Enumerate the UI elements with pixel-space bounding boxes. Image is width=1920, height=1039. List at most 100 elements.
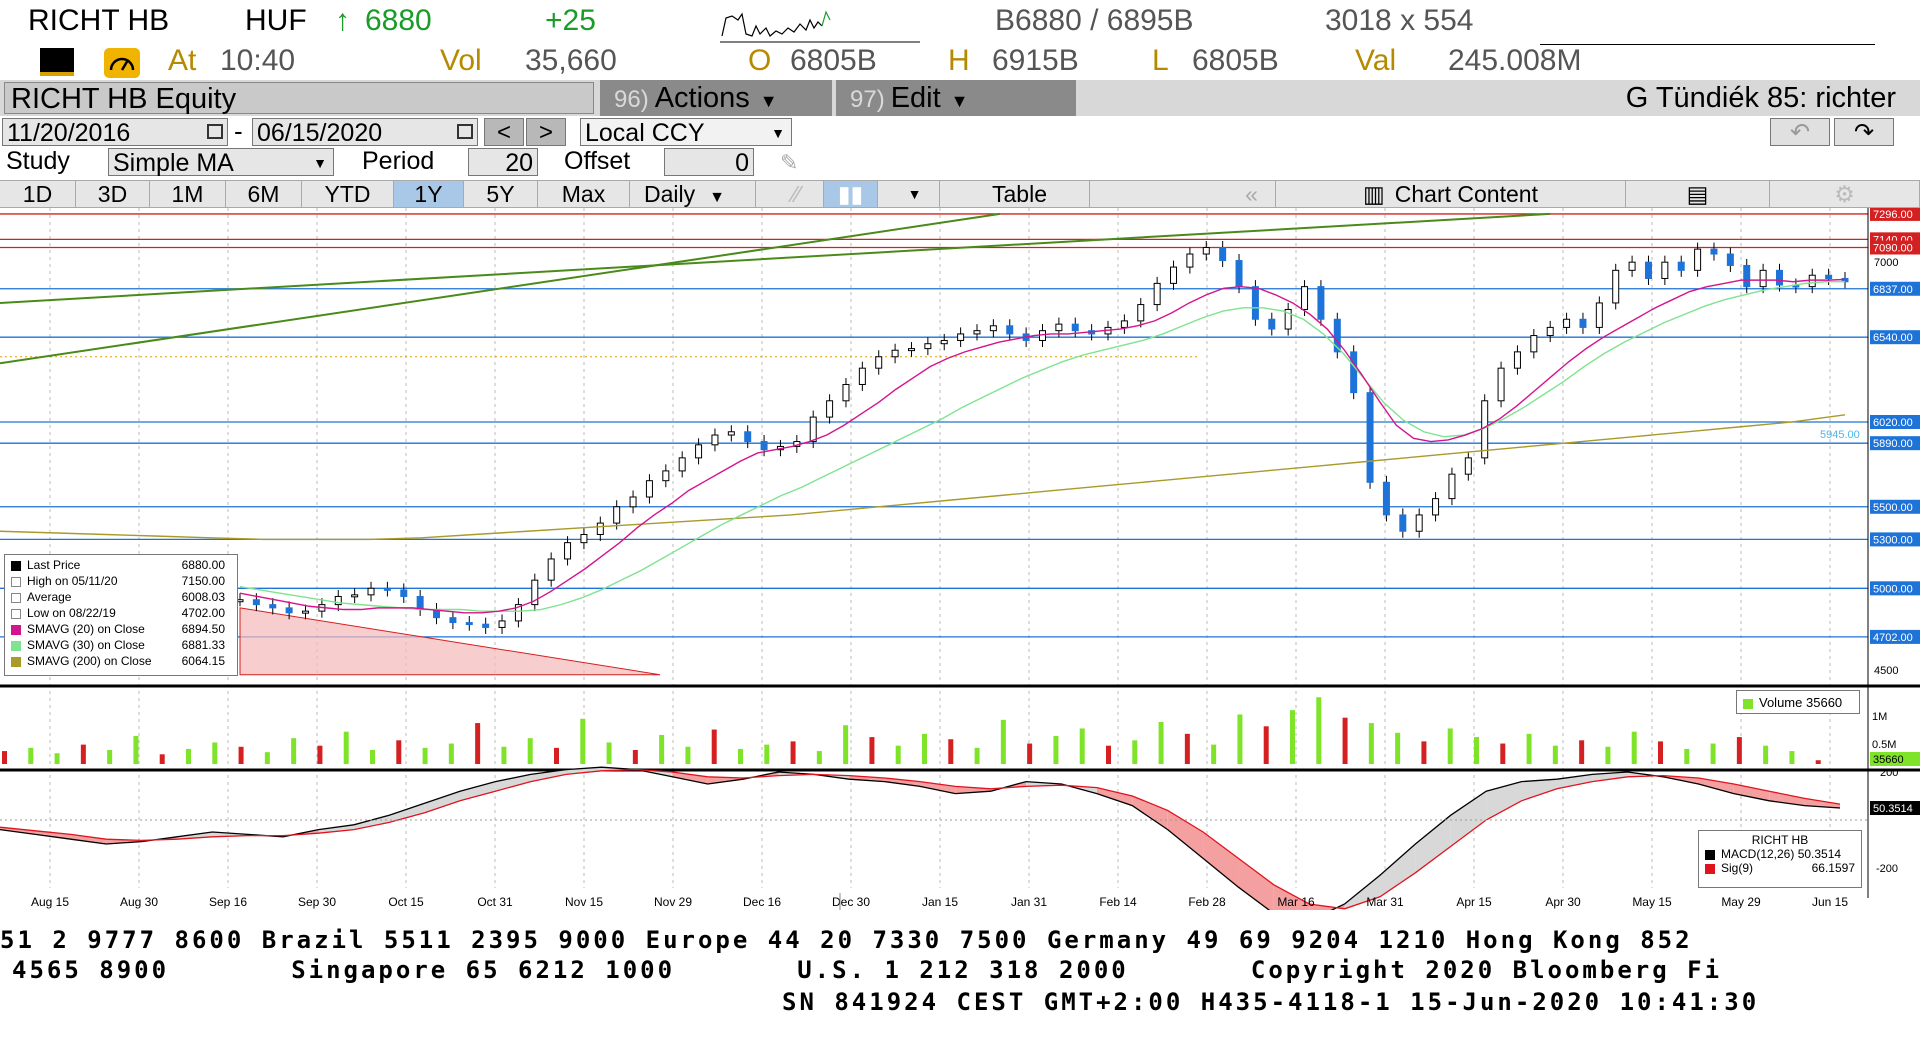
- tab-1d[interactable]: 1D: [0, 181, 76, 207]
- quote-time: 10:40: [220, 44, 296, 77]
- legend-label: Average: [27, 590, 72, 604]
- price-change: +25: [545, 4, 596, 37]
- candle-up: [1137, 304, 1145, 322]
- currency-select[interactable]: Local CCY ▼: [580, 118, 792, 147]
- legend-value: 4702.00: [181, 606, 225, 620]
- volume-bar: [1474, 737, 1479, 764]
- price-chart[interactable]: 7296.007140.007090.0070006837.006540.006…: [0, 208, 1920, 910]
- start-date-field[interactable]: 11/20/2016: [2, 118, 228, 147]
- candle-up: [875, 356, 883, 369]
- volume-axis-label: 1M: [1872, 711, 1887, 723]
- tab-1y[interactable]: 1Y: [394, 181, 464, 207]
- settings-gear-icon[interactable]: ⚙: [1770, 181, 1920, 207]
- volume-bar: [554, 747, 559, 764]
- volume-bar: [1447, 728, 1453, 764]
- x-axis-label: Oct 31: [477, 895, 513, 909]
- line-chart-icon[interactable]: ⁄⁄: [770, 181, 824, 207]
- calendar-icon[interactable]: [457, 124, 473, 139]
- calendar-icon[interactable]: [207, 124, 223, 139]
- price-axis-label: 4500: [1874, 665, 1898, 677]
- frequency-select[interactable]: Daily ▼: [630, 181, 756, 207]
- chart-title: G Tündiék 85: richter: [1080, 80, 1920, 116]
- volume-bar: [948, 739, 954, 764]
- actions-menu[interactable]: 96) Actions ▼: [600, 80, 832, 116]
- volume-bar: [1684, 748, 1690, 764]
- macd-fill: [1203, 832, 1239, 888]
- pencil-icon[interactable]: ✎: [780, 150, 799, 175]
- high-label: H: [948, 44, 970, 77]
- table-button[interactable]: Table: [950, 181, 1090, 207]
- tab-ytd[interactable]: YTD: [302, 181, 394, 207]
- speedometer-icon[interactable]: [104, 48, 140, 78]
- price-tag-label: 7296.00: [1873, 209, 1913, 221]
- open-label: O: [748, 44, 772, 77]
- legend-swatch: [11, 592, 21, 603]
- study-select[interactable]: Simple MA ▼: [108, 148, 334, 177]
- tab-1m[interactable]: 1M: [150, 181, 226, 207]
- candle-down: [1350, 351, 1358, 394]
- bid-ask: B6880 / 6895B: [995, 4, 1194, 37]
- edit-menu[interactable]: 97) Edit ▼: [836, 80, 1076, 116]
- security-field[interactable]: RICHT HB Equity: [4, 82, 594, 115]
- candle-up: [514, 604, 522, 622]
- candle-up: [629, 496, 637, 508]
- volume-label: Vol: [440, 44, 482, 77]
- sma200-line: [0, 414, 1846, 541]
- volume-tag-label: 35660: [1873, 754, 1904, 766]
- period-input[interactable]: 20: [468, 148, 538, 177]
- candle-chart-icon[interactable]: ▮▮: [824, 181, 878, 207]
- volume-bar: [1106, 745, 1111, 764]
- chart-content-button[interactable]: ▥ Chart Content: [1276, 181, 1626, 207]
- volume-bar: [1421, 741, 1427, 764]
- volume-bar: [186, 748, 191, 764]
- redo-button[interactable]: ↷: [1834, 118, 1894, 146]
- prev-range-button[interactable]: <: [484, 118, 524, 146]
- x-axis-label: Sep 30: [298, 895, 336, 909]
- footer-line-2: 4565 8900 Singapore 65 6212 1000 U.S. 1 …: [12, 956, 1723, 984]
- candle-down: [1366, 392, 1374, 483]
- chart-type-dropdown[interactable]: ▼: [890, 181, 940, 207]
- price-tag-label: 5500.00: [1873, 502, 1913, 514]
- tab-max[interactable]: Max: [538, 181, 630, 207]
- open-value: 6805B: [790, 44, 877, 77]
- tab-5y[interactable]: 5Y: [464, 181, 538, 207]
- x-axis-label: Dec 16: [743, 895, 781, 909]
- candle-up: [695, 444, 703, 459]
- price-tag-label: 5000.00: [1873, 583, 1913, 595]
- legend-swatch: [1705, 863, 1715, 874]
- legend-row-sma200: SMAVG (200) on Close 6064.15: [11, 654, 231, 669]
- candle-up: [1170, 266, 1178, 284]
- candle-up: [1301, 286, 1309, 310]
- candle-up: [1432, 498, 1440, 516]
- legend-label: SMAVG (200) on Close: [27, 654, 152, 668]
- macd-fill: [1733, 784, 1770, 801]
- candle-down: [1644, 261, 1652, 279]
- legend-value: 6881.33: [181, 638, 225, 652]
- macd-fill: [1238, 858, 1274, 910]
- price-tag: [1870, 330, 1920, 345]
- chevron-down-icon: ▼: [709, 189, 725, 206]
- volume-bar: [895, 745, 901, 764]
- macd-tag: [1870, 801, 1920, 815]
- macd-value: 50.3514: [1797, 847, 1842, 861]
- bid-ask-size: 3018 x 554: [1325, 4, 1474, 37]
- macd-fill: [1273, 884, 1310, 910]
- next-range-button[interactable]: >: [526, 118, 566, 146]
- tab-3d[interactable]: 3D: [76, 181, 150, 207]
- collapse-icon[interactable]: «: [1228, 181, 1276, 207]
- macd-legend-row: MACD(12,26) 50.3514: [1705, 847, 1861, 861]
- volume-bar: [1000, 719, 1006, 764]
- end-date-field[interactable]: 06/15/2020: [252, 118, 478, 147]
- undo-button[interactable]: ↶: [1770, 118, 1830, 146]
- volume-bar: [501, 746, 507, 764]
- footer-line-1: 51 2 9777 8600 Brazil 5511 2395 9000 Eur…: [0, 926, 1693, 954]
- annotate-icon[interactable]: ▤: [1626, 181, 1770, 207]
- tab-6m[interactable]: 6M: [226, 181, 302, 207]
- volume-bar: [1658, 741, 1663, 764]
- offset-input[interactable]: 0: [664, 148, 754, 177]
- volume-bar: [606, 742, 612, 764]
- volume-bar: [264, 752, 270, 764]
- legend-row-sma30: SMAVG (30) on Close 6881.33: [11, 638, 231, 653]
- legend-swatch: [1705, 849, 1715, 860]
- volume-bar: [711, 729, 717, 764]
